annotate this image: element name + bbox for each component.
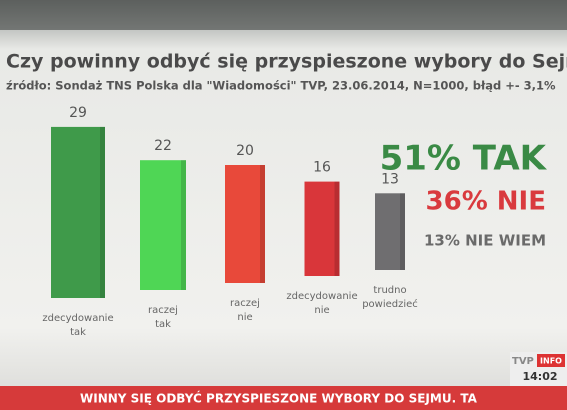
category-label: raczej tak <box>148 305 178 330</box>
bar <box>51 126 105 299</box>
clock: 14:02 <box>522 370 557 383</box>
logo-badge: INFO <box>540 357 562 366</box>
logo: TVP <box>512 356 534 367</box>
bar-side <box>260 165 265 283</box>
chart-title: Czy powinny odbyć się przyspieszone wybo… <box>6 51 567 73</box>
category-label: raczej nie <box>230 298 260 323</box>
value-label: 13 <box>381 171 399 187</box>
ticker-text: WINNY SIĘ ODBYĆ PRZYSPIESZONE WYBORY DO … <box>80 391 478 406</box>
category-label: zdecydowanie tak <box>42 313 113 338</box>
value-label: 22 <box>154 138 172 154</box>
bar-chart: 29 zdecydowanie tak 22 raczej tak 20 raczej nie 1… <box>42 105 547 338</box>
ticker-bar <box>0 386 567 410</box>
value-label: 16 <box>313 160 331 176</box>
chart-subtitle: źródło: Sondaż TNS Polska dla "Wiadomośc… <box>6 79 556 93</box>
bar <box>140 160 186 290</box>
bar-side <box>400 193 405 270</box>
category-label: trudno powiedzieć <box>362 285 418 310</box>
value-label: 20 <box>236 143 254 159</box>
bar <box>375 193 405 270</box>
bar <box>304 181 340 276</box>
logo-badge-box <box>537 354 565 367</box>
bar-side <box>334 181 340 276</box>
summary-annotation: 51% TAK <box>380 139 548 179</box>
bar-side <box>181 160 186 290</box>
category-label: zdecydowanie nie <box>286 291 357 316</box>
summary-annotation: 13% NIE WIEM <box>424 232 546 250</box>
value-label: 29 <box>69 105 87 121</box>
bar-side <box>100 126 105 299</box>
bar <box>225 165 265 283</box>
tv-bezel <box>0 0 567 30</box>
summary-annotation: 36% NIE <box>426 187 546 217</box>
